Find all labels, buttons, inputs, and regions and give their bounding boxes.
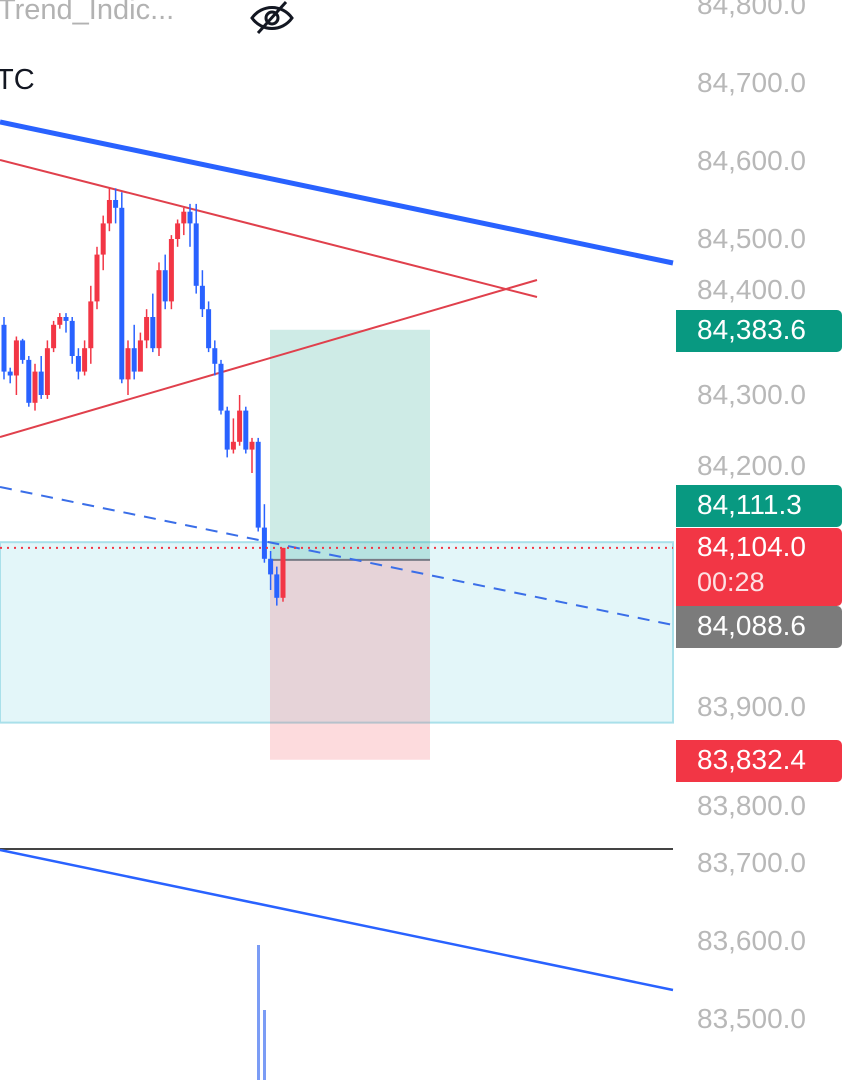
price-value: 84,111.3 [697, 489, 802, 520]
y-axis-tick: 84,700.0 [697, 67, 806, 98]
triangle-upper-line [0, 159, 538, 298]
candle-body [113, 200, 119, 208]
triangle-lower-line [0, 279, 538, 438]
price-value: 84,088.6 [697, 610, 806, 641]
zone-price-label: 84,111.3 [676, 485, 842, 527]
y-axis-tick: 84,500.0 [697, 223, 806, 254]
trendline-lower [0, 848, 674, 992]
candle-body [57, 317, 63, 325]
position-stop-area [270, 559, 430, 760]
candle-body [7, 371, 13, 376]
candle-body [82, 348, 88, 372]
candle-body [181, 211, 187, 224]
y-axis-tick: 83,800.0 [697, 790, 806, 821]
candle-body [237, 410, 243, 442]
candle-body [212, 348, 218, 364]
candle-body [144, 317, 150, 341]
candle-body [187, 211, 193, 224]
y-axis-tick: 83,700.0 [697, 847, 806, 878]
candle-body [162, 270, 168, 302]
candle-body [63, 317, 69, 321]
y-axis-tick: 83,600.0 [697, 925, 806, 956]
candle-body [13, 340, 19, 376]
candle-body [88, 301, 94, 349]
price-value: 83,832.4 [697, 744, 806, 775]
y-axis-tick: 84,300.0 [697, 379, 806, 410]
candle-body [75, 356, 81, 372]
candle-body [106, 200, 112, 224]
price-value: 84,104.0 [697, 531, 806, 562]
entry-price-label: 84,088.6 [676, 606, 842, 648]
candle-body [168, 239, 174, 302]
candle-body [175, 223, 181, 239]
candle-body [156, 270, 162, 349]
y-axis-tick: 84,200.0 [697, 450, 806, 481]
candle-body [193, 223, 199, 286]
candle-body [261, 527, 267, 559]
stop-price-label: 83,832.4 [676, 740, 842, 782]
position-target-area [270, 329, 430, 560]
highlight-zone [0, 541, 674, 724]
candle-body [32, 371, 38, 403]
candle-body [125, 348, 131, 380]
target-price-label: 84,383.6 [676, 310, 842, 352]
price-value: 84,383.6 [697, 314, 806, 345]
volume-bar [263, 1010, 266, 1080]
candle-body [199, 285, 205, 310]
candle-body [100, 223, 106, 255]
candle-body [69, 320, 75, 356]
y-axis-tick: 84,800.0 [697, 0, 806, 20]
last-price-label: 84,104.0 00:28 [676, 528, 842, 606]
indicator-name[interactable]: Trend_Indic... [0, 0, 175, 26]
bar-countdown: 00:28 [697, 567, 765, 597]
candle-body [20, 340, 26, 360]
candle-body [230, 441, 236, 450]
candle-body [243, 410, 249, 450]
candle-body [38, 371, 44, 395]
candle-body [51, 324, 57, 349]
dashed-trendline [0, 486, 674, 626]
trendline-upper [0, 119, 674, 266]
symbol-label: TC [0, 64, 35, 96]
candle-body [44, 348, 50, 395]
candle-body [280, 547, 286, 598]
candle-body [119, 207, 125, 380]
candle-body [94, 254, 100, 302]
candle-body [249, 441, 255, 450]
candle-body [26, 359, 32, 403]
y-axis-tick: 84,600.0 [697, 145, 806, 176]
candle-body [268, 558, 274, 575]
candle-body [274, 574, 280, 598]
candle-body [224, 410, 230, 450]
y-axis-tick: 84,400.0 [697, 274, 806, 305]
candle-body [255, 441, 261, 528]
candle-body [206, 309, 212, 349]
candle-body [131, 348, 137, 372]
y-axis-tick: 83,900.0 [697, 691, 806, 722]
candle-body [218, 363, 224, 411]
volume-bar [257, 945, 260, 1080]
candle-body [150, 317, 156, 349]
eye-off-icon[interactable] [248, 0, 296, 41]
y-axis-tick: 83,500.0 [697, 1003, 806, 1034]
candle-body [1, 324, 7, 372]
candle-body [137, 340, 143, 372]
